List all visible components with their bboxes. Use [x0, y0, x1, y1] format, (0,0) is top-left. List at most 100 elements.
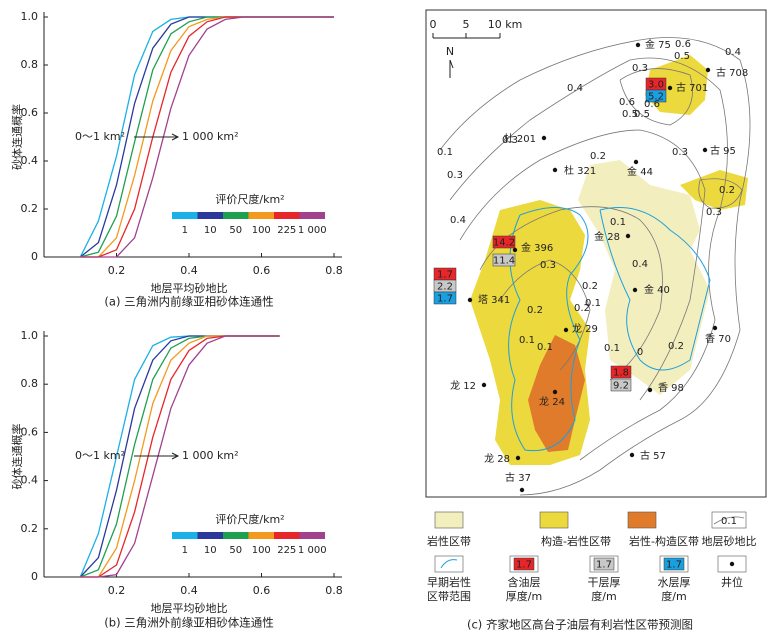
y-tick-label: 0.8	[21, 58, 39, 71]
y-tick-label: 0.6	[21, 425, 39, 438]
well	[512, 247, 518, 253]
scale-label: 10 km	[488, 18, 523, 31]
early-zone-boundary	[508, 207, 711, 452]
contour-label: 0.1	[585, 298, 601, 309]
caption: (a) 三角洲内前缘亚相砂体连通性	[104, 295, 273, 309]
contour-label: 0.1	[437, 147, 453, 158]
legend-label: 10	[204, 545, 217, 556]
legend-title: 评价尺度/km²	[215, 512, 284, 526]
contour-label: 0.1	[604, 343, 620, 354]
well-label: 古 95	[710, 144, 736, 157]
north-label: N	[446, 45, 454, 58]
well-label: 香 70	[705, 333, 731, 345]
contour-label: 0.3	[540, 260, 556, 271]
thickness-value: 1.7	[437, 294, 453, 305]
contour	[698, 178, 743, 209]
legend-swatch-inner	[513, 557, 535, 571]
well-label: 杜 321	[564, 164, 596, 177]
contour-label: 0.5	[674, 51, 690, 62]
legend-label: 1 000	[298, 225, 327, 236]
map-title: (c) 齐家地区高台子油层有利岩性区带预测图	[467, 618, 693, 632]
legend-sample: 1.7	[596, 560, 612, 571]
scale-label: 5	[463, 18, 470, 31]
x-tick-label: 0.8	[325, 264, 343, 277]
legend-sample: 1.7	[666, 560, 682, 571]
contour	[479, 206, 663, 381]
legend-label: 1	[182, 545, 188, 556]
contour-label: 0.6	[675, 39, 691, 50]
legend-label: 岩性区带	[427, 534, 471, 548]
legend-contour	[713, 516, 745, 525]
legend-swatch-inner	[663, 557, 685, 571]
y-tick-label: 0	[31, 250, 38, 263]
legend-label: 构造-岩性区带	[541, 534, 611, 548]
well	[481, 382, 487, 388]
legend-label: 早期岩性	[427, 575, 471, 589]
contour-label: 0.3	[632, 63, 648, 74]
legend-label: 岩性-构造区带	[629, 534, 699, 548]
legend-swatch	[299, 212, 325, 219]
legend-swatch	[274, 212, 300, 219]
annotation: 0～1 km²	[75, 130, 125, 143]
well	[667, 85, 673, 91]
scale-label: 0	[430, 18, 437, 31]
contour-label: 0.4	[567, 83, 583, 94]
legend-label: 厚度/m	[506, 589, 542, 603]
legend-swatch	[434, 555, 464, 573]
contour-label: 0.2	[582, 281, 598, 292]
well-label: 金 396	[521, 241, 553, 254]
contour	[449, 57, 728, 461]
contour-label: 0.1	[519, 335, 535, 346]
y-tick-label: 0	[31, 570, 38, 583]
legend-swatch	[627, 511, 657, 529]
contour-label: 0.1	[537, 342, 553, 353]
lithologic-zone	[578, 160, 710, 395]
annotation-arrow	[134, 133, 180, 141]
legend-label: 1 000	[298, 545, 327, 556]
well-label: 古 57	[640, 449, 666, 462]
legend-swatch	[248, 212, 274, 219]
contour-label: 0.5	[622, 109, 638, 120]
legend-label: 225	[277, 545, 296, 556]
legend-swatch	[223, 212, 249, 219]
contour-label: 0.2	[719, 185, 735, 196]
thickness-box	[645, 89, 667, 103]
y-axis-label: 砂体连通概率	[10, 424, 24, 490]
legend-swatch	[172, 532, 198, 539]
thickness-box	[610, 365, 632, 379]
structural-lithologic-zone	[680, 170, 748, 210]
contour	[439, 37, 751, 496]
well-label: 古 37	[505, 471, 531, 484]
legend-label: 100	[252, 545, 271, 556]
annotation: 0～1 km²	[75, 449, 125, 462]
thickness-box	[492, 235, 516, 249]
well-label: 金 44	[627, 165, 653, 178]
contour-label: 0.2	[590, 151, 606, 162]
contour-label: 0.3	[502, 135, 518, 146]
legend-swatch	[299, 532, 325, 539]
well-label: 金 28	[594, 230, 620, 243]
legend-label: 10	[204, 225, 217, 236]
contour-label: 0.1	[610, 217, 626, 228]
legend-label: 井位	[721, 575, 743, 589]
well	[712, 325, 718, 331]
well	[647, 387, 653, 393]
contour-label: 0.4	[450, 215, 466, 226]
contour-label: 0.4	[632, 259, 648, 270]
north-arrow	[449, 59, 454, 78]
y-tick-label: 0.8	[21, 377, 39, 390]
contour	[619, 68, 693, 126]
well	[702, 147, 708, 153]
y-tick-label: 0.6	[21, 106, 39, 119]
x-tick-label: 0.2	[108, 584, 126, 597]
y-tick-label: 1.0	[21, 10, 39, 23]
y-tick-label: 0.2	[21, 522, 39, 535]
legend-well	[729, 561, 735, 567]
well-label: 龙 29	[572, 322, 598, 335]
y-tick-label: 0.4	[21, 474, 39, 487]
legend-boundary	[440, 559, 458, 569]
curve	[80, 335, 280, 578]
thickness-value: 1.7	[437, 270, 453, 281]
contour-label: 0.3	[672, 147, 688, 158]
map-frame	[425, 9, 767, 498]
